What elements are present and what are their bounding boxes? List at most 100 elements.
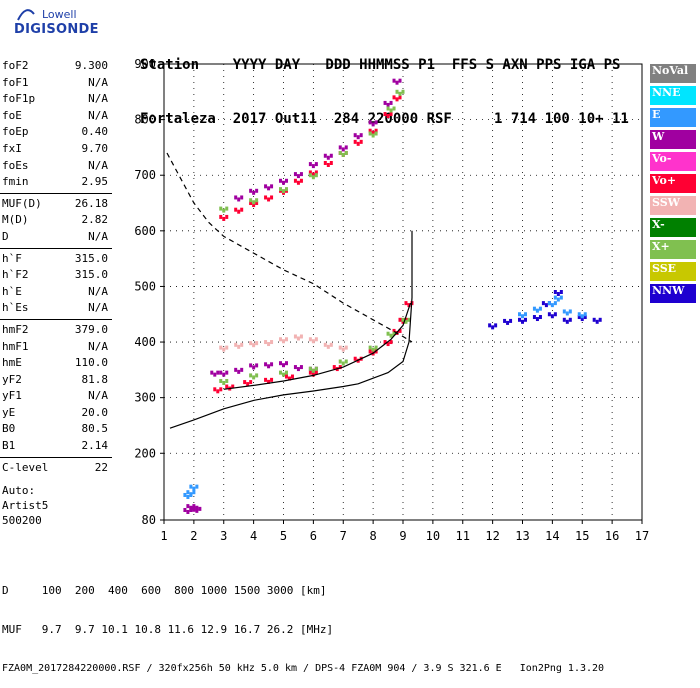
lowell-digisonde-logo: Lowell DIGISONDE: [2, 2, 99, 42]
echo-point: [398, 95, 402, 100]
x-tick-label: 3: [220, 529, 227, 543]
echo-point: [314, 370, 318, 375]
echo-point: [314, 366, 318, 371]
param-key: B0: [2, 422, 16, 436]
echo-point: [383, 112, 387, 117]
param-key: foEs: [2, 158, 29, 172]
echo-point: [290, 374, 294, 379]
echo-point: [192, 486, 196, 491]
echo-point: [314, 162, 318, 167]
param-key: foEp: [2, 125, 29, 139]
echo-point: [240, 195, 244, 200]
param-row: M(D) 2.82: [0, 212, 112, 229]
echo-point: [308, 370, 312, 375]
echo-point: [186, 490, 190, 495]
echo-point: [553, 301, 557, 306]
echo-point: [344, 150, 348, 155]
parameter-panel: foF2 9.300 foF1 N/A foF1p N/A foE N/A foEp 0.40 fx…: [0, 58, 112, 476]
echo-point: [407, 303, 411, 308]
echo-point: [532, 306, 536, 311]
param-row: yE 20.0: [0, 405, 112, 422]
echo-point: [293, 172, 297, 177]
echo-point: [249, 341, 253, 346]
echo-point: [216, 389, 220, 394]
echo-point: [267, 197, 271, 202]
echo-point: [568, 317, 572, 322]
logo-line1: Lowell: [42, 8, 77, 21]
param-row: hmF1 N/A: [0, 339, 112, 356]
echo-point: [404, 319, 408, 324]
param-value: 2.14: [81, 439, 109, 453]
echo-point: [398, 328, 402, 333]
echo-point: [398, 317, 402, 322]
param-value: N/A: [88, 339, 108, 353]
echo-point: [344, 345, 348, 350]
echo-point: [503, 318, 507, 323]
echo-point: [183, 507, 187, 512]
echo-point: [293, 365, 297, 370]
echo-point: [341, 347, 345, 352]
echo-point: [240, 367, 244, 372]
echo-point: [234, 207, 238, 212]
file-info-row: FZA0M_2017284220000.RSF / 320fx256h 50 k…: [2, 663, 605, 674]
echo-point: [285, 370, 288, 375]
echo-point: [255, 373, 259, 378]
echo-point: [225, 378, 229, 383]
chart-grid: [163, 63, 643, 521]
legend-item-noval: NoVal: [650, 64, 696, 83]
echo-point: [311, 368, 315, 373]
echo-point: [219, 214, 223, 219]
param-value: 26.18: [74, 196, 108, 210]
y-tick-label: 80: [142, 513, 156, 527]
echo-point: [541, 301, 545, 306]
echo-point: [198, 506, 202, 511]
echo-point: [341, 147, 345, 152]
echo-point: [189, 492, 193, 497]
echo-point: [547, 312, 551, 317]
param-row: foE N/A: [0, 108, 112, 125]
echo-point: [222, 216, 226, 221]
param-row: yF1 N/A: [0, 388, 112, 405]
param-key: h`E: [2, 284, 22, 298]
ionogram-chart: 1 2 3 4 5 6 7 8 9 10 11 12 13 14 15 16 17802003004005006…: [134, 57, 649, 543]
echo-point: [395, 80, 399, 85]
echo-point: [311, 172, 315, 177]
echo-point: [553, 295, 557, 300]
legend-item-vo-: Vo+: [650, 174, 696, 193]
legend-item-w: W: [650, 130, 696, 149]
param-key: foE: [2, 108, 22, 122]
echo-point: [323, 342, 327, 347]
x-tick-label: 13: [515, 529, 529, 543]
echo-point: [392, 95, 396, 100]
echo-point: [282, 363, 285, 368]
echo-point: [243, 380, 247, 385]
param-value: N/A: [88, 301, 108, 315]
echo-point: [577, 315, 581, 320]
echo-point: [299, 172, 303, 177]
echo-point: [338, 145, 342, 150]
echo-point: [270, 377, 274, 382]
echo-point: [392, 331, 396, 336]
echo-point: [371, 122, 375, 127]
echo-point: [386, 114, 390, 119]
echo-point: [249, 363, 253, 368]
echo-point: [371, 133, 375, 138]
param-key: fxI: [2, 141, 22, 155]
param-row: h`F2 315.0: [0, 267, 112, 284]
legend-item-x-: X+: [650, 240, 696, 259]
echo-point: [308, 173, 312, 178]
echo-point: [559, 290, 563, 294]
echo-point: [255, 363, 259, 368]
echo-point: [553, 290, 557, 294]
param-value: 0.40: [81, 125, 109, 139]
echo-point: [323, 160, 327, 165]
echo-point: [386, 331, 390, 336]
echo-point: [249, 198, 253, 203]
echo-point: [282, 180, 285, 185]
echo-point: [389, 108, 393, 113]
legend-item-nnw: NNW: [650, 284, 696, 303]
echo-point: [592, 317, 596, 322]
param-key: MUF(D): [2, 196, 42, 210]
echo-point: [550, 303, 554, 308]
echo-point: [383, 100, 387, 105]
